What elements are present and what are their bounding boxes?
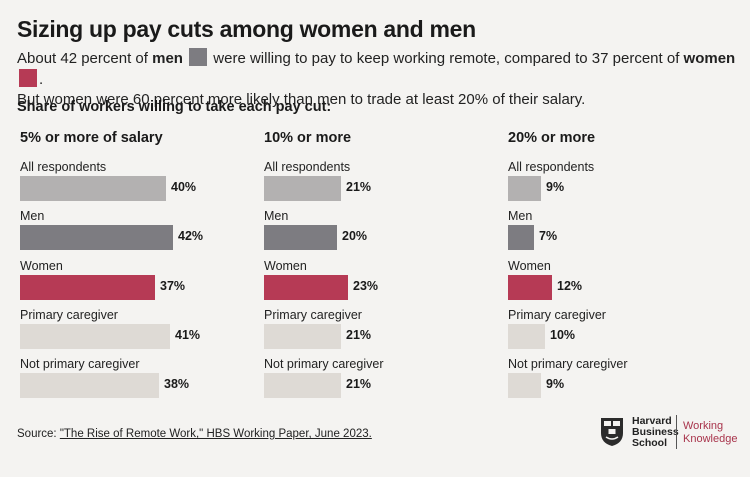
bar-row-not-primary-caregiver: Not primary caregiver 38% xyxy=(20,357,250,403)
value-label: 7% xyxy=(539,229,558,243)
value-label: 38% xyxy=(164,377,190,391)
source-link[interactable]: "The Rise of Remote Work," HBS Working P… xyxy=(59,428,372,440)
section-title: Share of workers willing to take each pa… xyxy=(17,99,332,115)
bar-row-women: Women 12% xyxy=(508,259,738,305)
chart-heading: 5% or more of salary xyxy=(20,130,163,146)
bar-not-primary-caregiver xyxy=(508,373,541,398)
wk-line1: Working xyxy=(683,420,724,432)
subtitle-men-word: men xyxy=(152,50,183,67)
value-label: 40% xyxy=(171,180,197,194)
chart-heading: 20% or more xyxy=(508,130,596,146)
value-label: 12% xyxy=(557,279,583,293)
bar-women xyxy=(264,275,348,300)
value-label: 42% xyxy=(178,229,204,243)
value-label: 23% xyxy=(353,279,379,293)
category-label: Not primary caregiver xyxy=(264,357,384,371)
hbs-shield-icon xyxy=(601,418,623,446)
bar-not-primary-caregiver xyxy=(264,373,341,398)
bar-primary-caregiver xyxy=(508,324,545,349)
value-label: 21% xyxy=(346,377,372,391)
subtitle-women-word: women xyxy=(683,50,736,67)
bar-women xyxy=(20,275,155,300)
category-label: Women xyxy=(508,259,551,273)
chart-heading: 10% or more xyxy=(264,130,352,146)
subtitle-line2: But women were 60 percent more likely th… xyxy=(17,91,586,108)
hbs-wordmark: Harvard Business School xyxy=(632,416,679,449)
value-label: 10% xyxy=(550,328,576,342)
bar-row-men: Men 7% xyxy=(508,209,738,255)
women-swatch xyxy=(19,69,37,87)
value-label: 37% xyxy=(160,279,186,293)
category-label: Primary caregiver xyxy=(508,308,606,322)
category-label: Women xyxy=(264,259,307,273)
working-knowledge-wordmark: Working Knowledge xyxy=(683,420,737,446)
category-label: Not primary caregiver xyxy=(508,357,628,371)
category-label: Primary caregiver xyxy=(20,308,118,322)
bar-chart-1: 5% or more of salary All respondents 40% Me… xyxy=(20,130,250,400)
bar-row-primary-caregiver: Primary caregiver 41% xyxy=(20,308,250,354)
wk-line2: Knowledge xyxy=(683,433,738,445)
bar-men xyxy=(508,225,534,250)
category-label: Men xyxy=(264,209,289,223)
bar-row-all-respondents: All respondents 40% xyxy=(20,160,250,206)
bar-chart-3: 20% or more All respondents 9% Men 7% Women 12… xyxy=(508,130,738,400)
chart-subtitle: About 42 percent of men were willing to … xyxy=(17,48,742,110)
bar-not-primary-caregiver xyxy=(20,373,159,398)
category-label: Not primary caregiver xyxy=(20,357,140,371)
value-label: 21% xyxy=(346,180,372,194)
bar-row-men: Men 42% xyxy=(20,209,250,255)
bar-men xyxy=(20,225,173,250)
bar-chart-2: 10% or more All respondents 21% Men 20% Women… xyxy=(264,130,494,400)
bar-all-respondents xyxy=(20,176,166,201)
value-label: 9% xyxy=(546,180,565,194)
bar-all-respondents xyxy=(508,176,541,201)
category-label: Men xyxy=(508,209,533,223)
value-label: 9% xyxy=(546,377,565,391)
men-swatch xyxy=(189,48,208,66)
bar-primary-caregiver xyxy=(20,324,170,349)
value-label: 20% xyxy=(342,229,368,243)
category-label: All respondents xyxy=(508,160,595,174)
category-label: Women xyxy=(20,259,63,273)
value-label: 41% xyxy=(175,328,201,342)
bar-men xyxy=(264,225,337,250)
bar-row-primary-caregiver: Primary caregiver 21% xyxy=(264,308,494,354)
category-label: All respondents xyxy=(20,160,107,174)
bar-women xyxy=(508,275,552,300)
bar-row-primary-caregiver: Primary caregiver 10% xyxy=(508,308,738,354)
bar-row-not-primary-caregiver: Not primary caregiver 21% xyxy=(264,357,494,403)
category-label: Primary caregiver xyxy=(264,308,362,322)
source-prefix: Source: xyxy=(17,428,60,440)
category-label: Men xyxy=(20,209,45,223)
bar-row-women: Women 37% xyxy=(20,259,250,305)
logo-divider xyxy=(676,415,677,449)
bar-row-women: Women 23% xyxy=(264,259,494,305)
value-label: 21% xyxy=(346,328,372,342)
hbs-working-knowledge-logo[interactable]: Harvard Business School Working Knowledg… xyxy=(600,415,740,449)
bar-all-respondents xyxy=(264,176,341,201)
hbs-line3: School xyxy=(632,437,668,449)
bar-row-all-respondents: All respondents 9% xyxy=(508,160,738,206)
category-label: All respondents xyxy=(264,160,351,174)
bar-primary-caregiver xyxy=(264,324,341,349)
subtitle-part2: were willing to pay to keep working remo… xyxy=(209,50,684,67)
subtitle-part3: . xyxy=(39,71,44,88)
hbs-line2: Business xyxy=(632,426,679,438)
source-note: Source: "The Rise of Remote Work," HBS W… xyxy=(17,428,372,440)
bar-row-not-primary-caregiver: Not primary caregiver 9% xyxy=(508,357,738,403)
hbs-line1: Harvard xyxy=(632,415,672,427)
chart-title: Sizing up pay cuts among women and men xyxy=(17,16,476,42)
bar-row-men: Men 20% xyxy=(264,209,494,255)
bar-row-all-respondents: All respondents 21% xyxy=(264,160,494,206)
subtitle-part1: About 42 percent of xyxy=(17,50,153,67)
